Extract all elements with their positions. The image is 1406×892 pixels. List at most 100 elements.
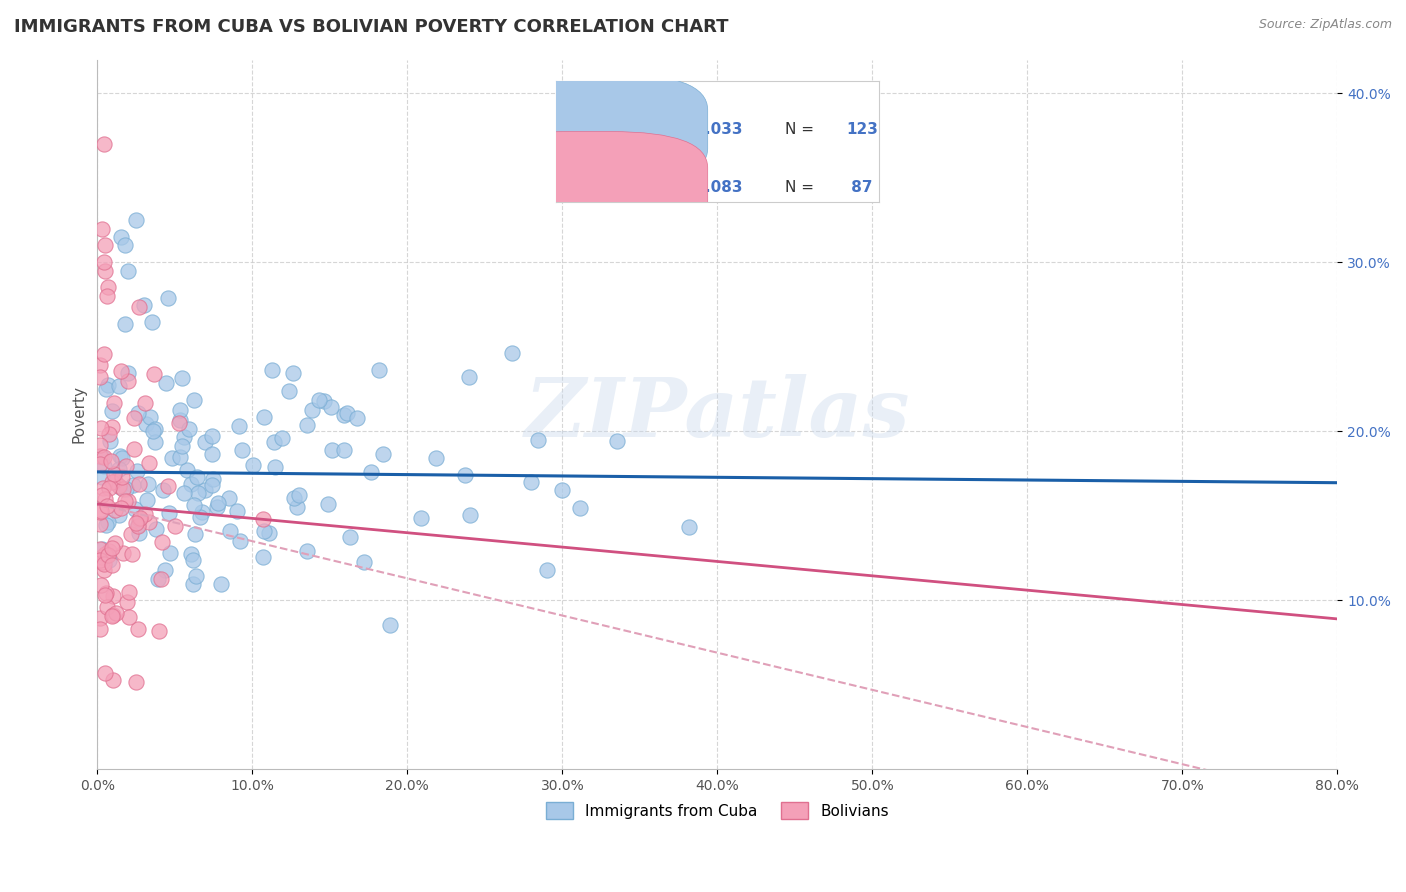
Point xyxy=(110,230,132,244)
Point xyxy=(134,395,156,409)
Point xyxy=(136,476,159,491)
Point xyxy=(264,460,287,475)
Point xyxy=(231,443,253,458)
Point xyxy=(606,434,628,448)
Point xyxy=(143,435,166,450)
Point xyxy=(283,491,305,505)
Point xyxy=(108,480,131,494)
Point xyxy=(96,600,118,615)
Point xyxy=(118,609,141,624)
Point xyxy=(209,577,232,591)
Point xyxy=(260,363,283,377)
Point xyxy=(89,553,111,567)
Point xyxy=(321,442,343,457)
Point xyxy=(125,213,148,227)
Point xyxy=(97,515,120,529)
Point xyxy=(122,442,145,456)
Point xyxy=(101,404,124,418)
Point xyxy=(89,622,111,636)
Point xyxy=(333,442,356,457)
Point xyxy=(90,504,112,518)
Point xyxy=(257,526,280,541)
Point xyxy=(100,558,122,573)
Point xyxy=(568,500,591,515)
Point xyxy=(114,494,136,508)
Point xyxy=(91,450,114,464)
Point xyxy=(94,238,117,252)
Point xyxy=(179,422,201,436)
Point xyxy=(103,467,125,481)
Point xyxy=(118,585,141,599)
Point xyxy=(93,558,115,572)
Point xyxy=(94,382,117,396)
Point xyxy=(160,451,183,466)
Point xyxy=(117,264,139,278)
Point xyxy=(308,392,330,407)
Point xyxy=(458,508,481,522)
Point xyxy=(173,486,195,500)
Point xyxy=(97,544,120,558)
Point xyxy=(93,563,115,577)
Point xyxy=(94,491,117,506)
Point xyxy=(115,458,138,473)
Point xyxy=(121,547,143,561)
Point xyxy=(125,516,148,530)
Point xyxy=(134,507,156,521)
Point xyxy=(127,517,149,532)
Point xyxy=(141,314,163,328)
Point xyxy=(219,524,242,538)
Point xyxy=(128,512,150,526)
Text: ZIPatlas: ZIPatlas xyxy=(524,375,910,454)
Point xyxy=(253,524,276,538)
Point xyxy=(253,409,276,424)
Point xyxy=(142,425,165,439)
Point xyxy=(425,450,447,465)
Point xyxy=(104,502,127,516)
Point xyxy=(271,431,294,445)
Point xyxy=(252,512,274,526)
Point xyxy=(108,479,131,493)
Point xyxy=(115,482,138,496)
Point xyxy=(89,611,111,625)
Point xyxy=(98,481,121,495)
Point xyxy=(128,511,150,525)
Point xyxy=(536,563,558,577)
Point xyxy=(97,377,120,392)
Point xyxy=(333,408,356,422)
Point xyxy=(180,547,202,561)
Point xyxy=(108,461,131,475)
Point xyxy=(225,504,247,518)
Point xyxy=(101,607,124,622)
Point xyxy=(91,481,114,495)
Point xyxy=(218,491,240,506)
Point xyxy=(139,409,162,424)
Point xyxy=(91,470,114,484)
Point xyxy=(201,472,224,486)
Point xyxy=(183,392,205,407)
Point xyxy=(153,562,176,576)
Point xyxy=(173,430,195,444)
Point xyxy=(242,458,264,472)
Point xyxy=(368,362,391,376)
Text: Source: ZipAtlas.com: Source: ZipAtlas.com xyxy=(1258,18,1392,31)
Point xyxy=(103,396,125,410)
Point xyxy=(132,297,155,311)
Point xyxy=(678,520,700,534)
Point xyxy=(143,367,166,381)
Point xyxy=(146,573,169,587)
Point xyxy=(101,541,124,556)
Point xyxy=(125,464,148,478)
Point xyxy=(183,498,205,512)
Point xyxy=(458,369,481,384)
Legend: Immigrants from Cuba, Bolivians: Immigrants from Cuba, Bolivians xyxy=(540,796,896,825)
Point xyxy=(169,402,191,417)
Point xyxy=(281,366,304,380)
Point xyxy=(201,429,224,443)
Point xyxy=(319,400,342,414)
Point xyxy=(346,410,368,425)
Point xyxy=(93,459,115,474)
Point xyxy=(90,578,112,592)
Point xyxy=(104,535,127,549)
Point xyxy=(205,500,228,514)
Point xyxy=(138,515,160,529)
